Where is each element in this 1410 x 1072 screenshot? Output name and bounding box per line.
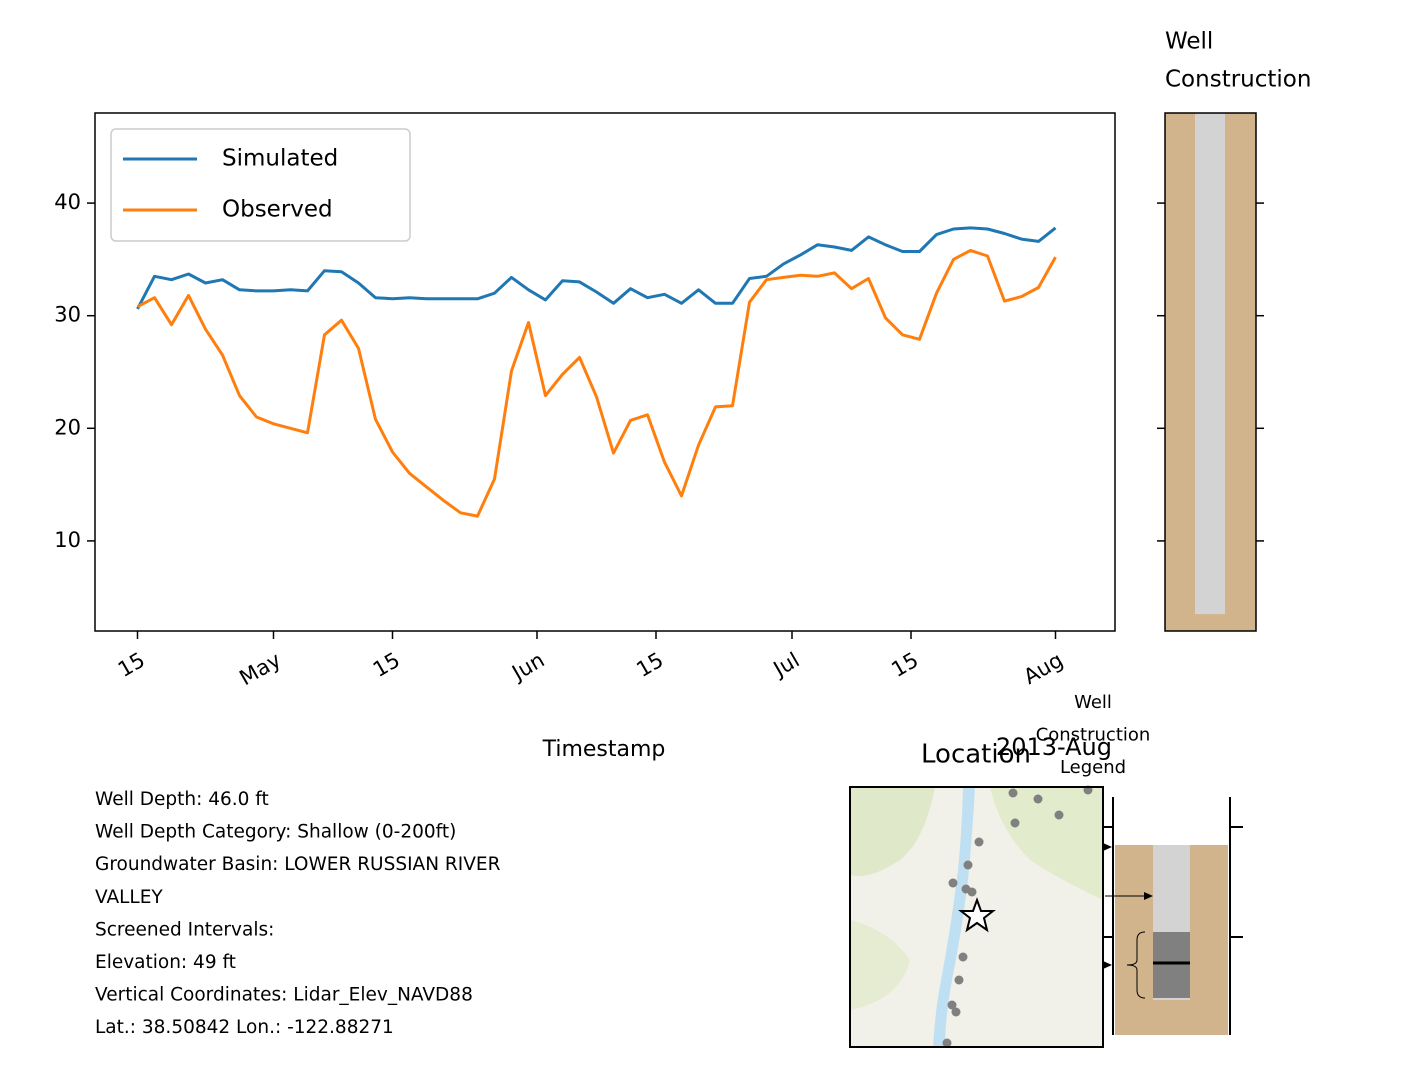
y-tick-label: 10 bbox=[54, 528, 81, 552]
well-panel-title: Construction bbox=[1165, 67, 1311, 93]
y-tick-label: 40 bbox=[54, 190, 81, 214]
info-line: Well Depth: 46.0 ft bbox=[95, 789, 269, 810]
info-line: Vertical Coordinates: Lidar_Elev_NAVD88 bbox=[95, 985, 473, 1006]
map-river bbox=[933, 787, 975, 1047]
info-line: Well Depth Category: Shallow (0-200ft) bbox=[95, 822, 456, 843]
well-legend-title: Construction bbox=[1036, 725, 1151, 746]
map-well bbox=[958, 952, 968, 962]
map-well bbox=[963, 860, 973, 870]
map-well bbox=[1008, 788, 1018, 798]
info-line: VALLEY bbox=[95, 887, 163, 908]
legend-label: Observed bbox=[222, 197, 333, 223]
y-tick-label: 30 bbox=[54, 303, 81, 327]
legend-arrow-head bbox=[1144, 892, 1153, 900]
map-well bbox=[942, 1038, 952, 1048]
legend-label: Simulated bbox=[222, 146, 338, 172]
legend-screen bbox=[1153, 932, 1190, 998]
map-wells bbox=[942, 785, 1093, 1048]
y-tick-label: 20 bbox=[54, 415, 81, 439]
map-well bbox=[967, 887, 977, 897]
map-well bbox=[1010, 818, 1020, 828]
location-map bbox=[849, 785, 1104, 1048]
series-line bbox=[136, 226, 1057, 310]
info-line: Lat.: 38.50842 Lon.: -122.88271 bbox=[95, 1017, 394, 1038]
well-legend-diagram bbox=[1103, 797, 1243, 1035]
well-casing bbox=[1195, 113, 1225, 615]
map-well bbox=[951, 1007, 961, 1017]
legend-box bbox=[110, 128, 411, 242]
map-star bbox=[958, 897, 996, 933]
map-well bbox=[974, 837, 984, 847]
info-line: Elevation: 49 ft bbox=[95, 952, 236, 973]
map-title: Location bbox=[921, 740, 1031, 770]
map-well bbox=[947, 1000, 957, 1010]
x-offset-label: 2013-Aug bbox=[996, 733, 1112, 761]
map-terrain bbox=[990, 787, 1103, 900]
legend-bracket bbox=[1126, 931, 1146, 999]
info-line: Groundwater Basin: LOWER RUSSIAN RIVER bbox=[95, 854, 501, 875]
well-panel-title: Well bbox=[1165, 29, 1213, 55]
map-terrain bbox=[850, 787, 935, 876]
series-line bbox=[136, 248, 1057, 518]
well-frame bbox=[1164, 112, 1257, 632]
info-line: Screened Intervals: bbox=[95, 919, 274, 940]
legend-arrow-head bbox=[1103, 961, 1112, 969]
map-frame bbox=[849, 786, 1104, 1048]
map-well bbox=[954, 975, 964, 985]
well-legend-title: Well bbox=[1074, 692, 1112, 713]
map-well bbox=[1054, 810, 1064, 820]
well-legend-title: Legend bbox=[1060, 757, 1126, 778]
plot-frame bbox=[94, 112, 1116, 632]
legend-arrow-head bbox=[1103, 843, 1112, 851]
map-terrain bbox=[850, 920, 910, 1010]
map-well bbox=[1033, 794, 1043, 804]
x-axis-label: Timestamp bbox=[542, 737, 666, 762]
map-well bbox=[948, 878, 958, 888]
